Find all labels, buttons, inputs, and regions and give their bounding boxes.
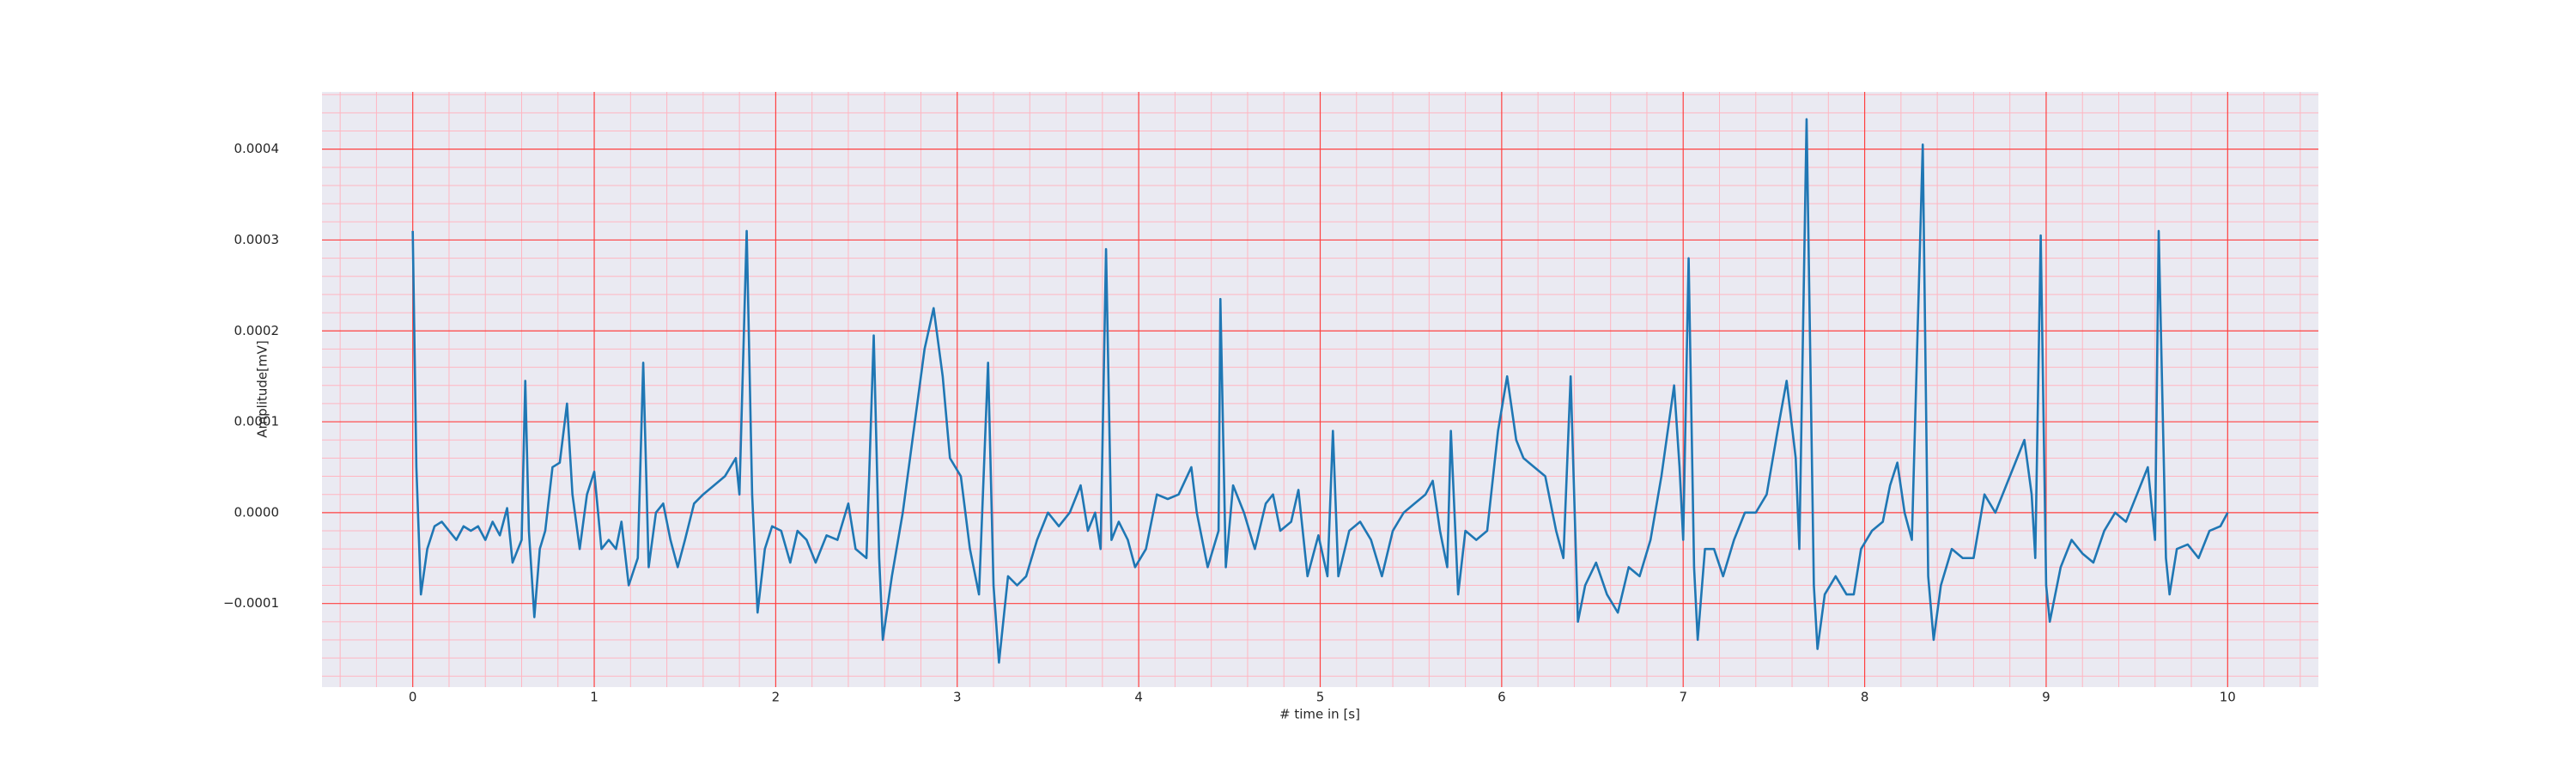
x-tick-label: 1 (590, 690, 598, 705)
y-tick-label: −0.0001 (223, 595, 279, 611)
x-tick-label: 0 (409, 690, 417, 705)
x-tick-label: 4 (1134, 690, 1143, 705)
x-tick-label: 8 (1861, 690, 1869, 705)
plot-marks (411, 118, 2229, 664)
y-tick-label: 0.0000 (234, 504, 280, 520)
signal-line (411, 118, 2229, 664)
x-tick-label: 3 (953, 690, 962, 705)
y-tick-label: 0.0004 (234, 141, 280, 156)
x-axis-label: # time in [s] (1279, 707, 1360, 722)
major-grid (322, 92, 2318, 687)
x-tick-label: 6 (1498, 690, 1506, 705)
y-axis-label: Amplitude[mV] (255, 340, 270, 437)
x-tick-label: 7 (1679, 690, 1687, 705)
y-tick-label: 0.0001 (234, 414, 280, 429)
x-tick-label: 5 (1316, 690, 1325, 705)
x-tick-label: 2 (772, 690, 781, 705)
x-tick-label: 10 (2220, 690, 2236, 705)
y-tick-label: 0.0002 (234, 323, 280, 338)
y-tick-label: 0.0003 (234, 232, 280, 247)
x-tick-label: 9 (2042, 690, 2050, 705)
